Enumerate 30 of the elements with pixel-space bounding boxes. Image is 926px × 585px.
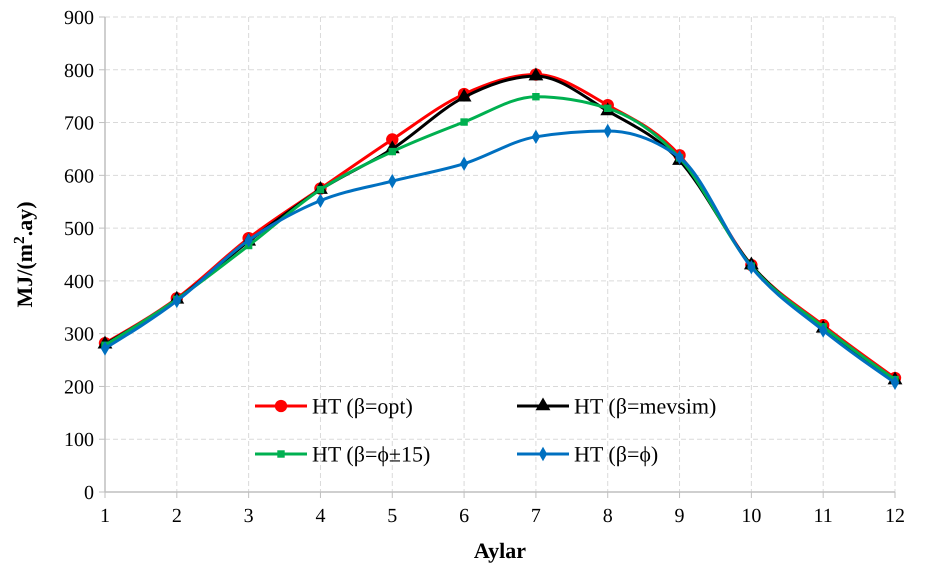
y-tick-label: 500 [64,218,94,240]
x-tick-label: 6 [459,505,470,527]
x-tick-label: 7 [530,505,541,527]
point [460,118,468,126]
x-tick-label: 3 [244,505,254,527]
x-tick-label: 10 [741,505,762,527]
x-tick-label: 5 [387,505,398,527]
y-tick-label: 900 [64,7,94,29]
x-tick-label: 4 [315,505,326,527]
x-tick-label: 1 [100,505,110,527]
legend-label: HT (β=opt) [312,394,413,419]
y-tick-label: 400 [64,270,94,293]
y-tick-label: 0 [84,482,94,504]
x-tick-label: 11 [814,505,833,527]
x-axis-title: Aylar [474,538,526,563]
legend-label: HT (β=ϕ) [574,442,658,467]
y-tick-label: 200 [64,376,94,398]
legend-label: HT (β=mevsim) [574,394,716,419]
point [388,148,396,156]
y-tick-label: 600 [64,165,94,188]
x-tick-label: 2 [172,505,182,527]
x-tick-label: 9 [674,505,685,527]
y-tick-label: 800 [64,60,94,82]
x-tick-label: 8 [602,505,613,527]
y-tick-label: 100 [64,429,94,452]
y-tick-label: 700 [64,112,94,135]
x-tick-label: 12 [885,505,905,527]
point [532,92,540,100]
legend-label: HT (β=ϕ±15) [312,442,430,467]
y-tick-label: 300 [64,324,94,346]
